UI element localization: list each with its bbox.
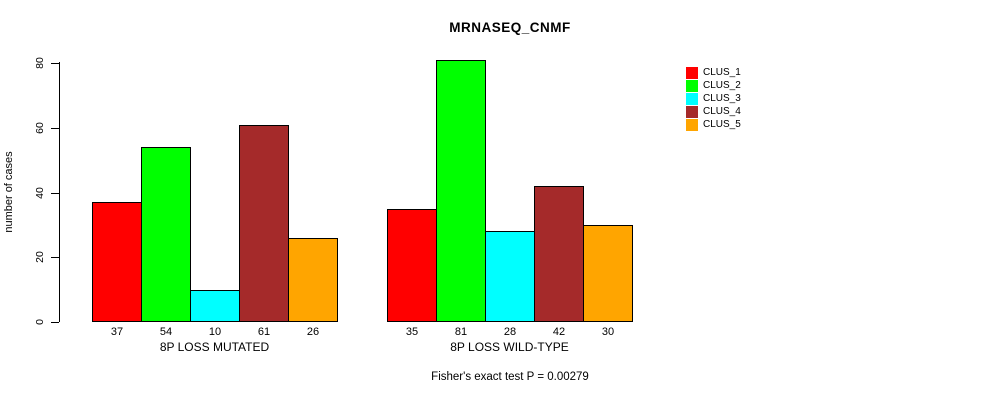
y-axis-tick: [51, 192, 59, 194]
legend-item-clus_3: CLUS_3: [686, 92, 741, 105]
y-axis-line: [59, 62, 60, 322]
legend-swatch: [686, 92, 698, 105]
y-axis-tick: [51, 127, 59, 129]
bar-clus_1-group1: [92, 202, 142, 322]
bar-value-label: 42: [552, 326, 566, 338]
y-axis-label: number of cases: [3, 151, 15, 233]
legend-item-clus_1: CLUS_1: [686, 66, 741, 79]
bar-clus_3-group2: [485, 231, 535, 322]
y-axis-tick: [51, 257, 59, 259]
legend-label: CLUS_2: [703, 80, 741, 91]
bar-value-label: 30: [601, 326, 615, 338]
bar-value-label: 61: [257, 326, 271, 338]
bar-clus_4-group1: [239, 124, 289, 322]
legend-swatch: [686, 79, 698, 92]
y-axis-tick: [51, 63, 59, 64]
fisher-test-annotation: Fisher's exact test P = 0.00279: [431, 371, 589, 383]
bar-value-label: 35: [405, 326, 419, 338]
bar-value-label: 26: [306, 326, 320, 338]
legend-swatch: [686, 118, 698, 131]
bar-value-label: 37: [110, 326, 124, 338]
y-axis-tick-label: 80: [34, 57, 46, 69]
y-axis-tick-label: 0: [34, 319, 46, 325]
legend-item-clus_2: CLUS_2: [686, 79, 741, 92]
legend-swatch: [686, 66, 698, 79]
bar-clus_5-group1: [288, 237, 338, 322]
bar-clus_1-group2: [387, 208, 437, 322]
chart-title: MRNASEQ_CNMF: [449, 20, 571, 35]
bar-value-label: 10: [208, 326, 222, 338]
x-axis-group-label: 8P LOSS WILD-TYPE: [450, 340, 569, 354]
legend-item-clus_5: CLUS_5: [686, 118, 741, 131]
bar-clus_2-group2: [436, 59, 486, 322]
bar-value-label: 81: [454, 326, 468, 338]
x-axis-group-label: 8P LOSS MUTATED: [159, 340, 270, 354]
y-axis-tick-label: 40: [34, 186, 46, 199]
y-axis-tick-label: 20: [34, 251, 46, 264]
y-axis-tick: [51, 322, 59, 323]
bar-clus_4-group2: [534, 186, 584, 322]
legend: CLUS_1 CLUS_2 CLUS_3 CLUS_4 CLUS_5: [686, 66, 741, 131]
legend-label: CLUS_4: [703, 106, 741, 117]
bar-value-label: 54: [159, 326, 173, 338]
bar-clus_5-group2: [583, 224, 633, 322]
legend-label: CLUS_1: [703, 67, 741, 78]
bar-value-label: 28: [503, 326, 517, 338]
legend-label: CLUS_5: [703, 119, 741, 130]
legend-label: CLUS_3: [703, 93, 741, 104]
legend-item-clus_4: CLUS_4: [686, 105, 741, 118]
bar-clus_3-group1: [190, 289, 240, 322]
bar-clus_2-group1: [141, 147, 191, 322]
legend-swatch: [686, 105, 698, 118]
y-axis-tick-label: 60: [34, 121, 46, 134]
